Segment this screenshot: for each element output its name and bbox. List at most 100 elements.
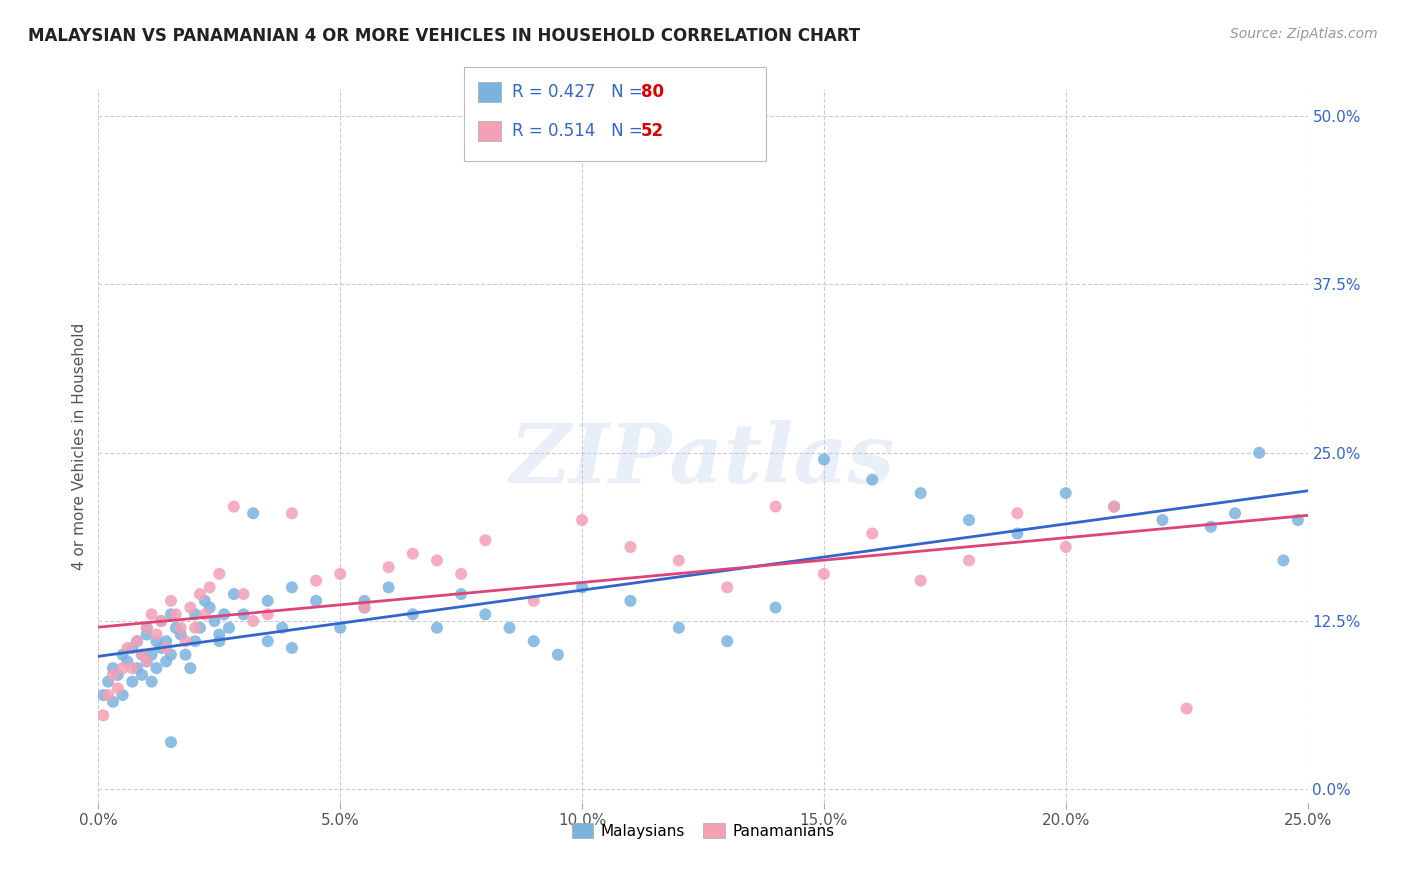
Point [198,580,221,594]
Point [329,621,352,635]
Point [131,648,153,662]
Point [91,708,114,723]
Point [179,661,201,675]
Point [910,486,932,500]
Point [1286,513,1309,527]
Point [619,540,641,554]
Point [957,553,980,567]
Point [111,688,134,702]
Point [571,580,593,594]
Point [353,600,375,615]
Point [174,648,197,662]
Point [111,648,134,662]
Point [188,587,211,601]
Point [1102,500,1125,514]
Point [271,621,294,635]
Point [222,500,245,514]
Point [165,621,187,635]
Point [450,587,472,601]
Point [1054,486,1077,500]
Point [668,621,690,635]
Point [101,661,124,675]
Point [353,594,375,608]
Point [860,473,883,487]
Point [910,574,932,588]
Point [141,607,163,622]
Point [281,640,304,655]
Point [1152,513,1174,527]
Point [204,614,226,628]
Point [860,526,883,541]
Point [135,655,157,669]
Point [256,594,278,608]
Point [1054,540,1077,554]
Point [402,547,425,561]
Point [242,614,264,628]
Point [426,553,449,567]
Point [305,594,328,608]
Point [184,634,207,648]
Point [242,506,264,520]
Point [1007,526,1029,541]
Point [127,661,149,675]
Point [131,668,153,682]
Point [160,735,183,749]
Point [232,607,254,622]
Y-axis label: 4 or more Vehicles in Household: 4 or more Vehicles in Household [72,322,87,570]
Point [523,594,546,608]
Point [281,506,304,520]
Point [571,513,593,527]
Point [208,566,231,581]
Point [169,627,191,641]
Point [117,655,139,669]
Point [121,640,143,655]
Point [716,580,738,594]
Point [174,634,197,648]
Point [165,607,187,622]
Point [107,668,129,682]
Point [107,681,129,696]
Point [377,580,399,594]
Text: Source: ZipAtlas.com: Source: ZipAtlas.com [1230,27,1378,41]
Point [222,587,245,601]
Point [426,621,449,635]
Point [1102,500,1125,514]
Point [377,560,399,574]
Point [150,640,173,655]
Point [127,634,149,648]
Point [101,695,124,709]
Point [957,513,980,527]
Point [150,614,173,628]
Point [329,566,352,581]
Point [184,621,207,635]
Point [1249,446,1271,460]
Text: MALAYSIAN VS PANAMANIAN 4 OR MORE VEHICLES IN HOUSEHOLD CORRELATION CHART: MALAYSIAN VS PANAMANIAN 4 OR MORE VEHICL… [28,27,860,45]
Text: ZIPatlas: ZIPatlas [510,420,896,500]
Point [474,533,496,548]
Point [117,640,139,655]
Point [198,600,221,615]
Point [97,688,120,702]
Point [135,621,157,635]
Point [135,655,157,669]
Point [135,621,157,635]
Point [716,634,738,648]
Legend: Malaysians, Panamanians: Malaysians, Panamanians [565,817,841,845]
Point [160,607,183,622]
Point [135,627,157,641]
Point [155,640,177,655]
Point [1272,553,1295,567]
Point [402,607,425,622]
Point [1175,701,1198,715]
Point [256,634,278,648]
Point [141,648,163,662]
Point [194,594,217,608]
Point [145,634,167,648]
Point [232,587,254,601]
Point [208,627,231,641]
Point [121,674,143,689]
Point [91,688,114,702]
Point [668,553,690,567]
Point [179,600,201,615]
Point [474,607,496,622]
